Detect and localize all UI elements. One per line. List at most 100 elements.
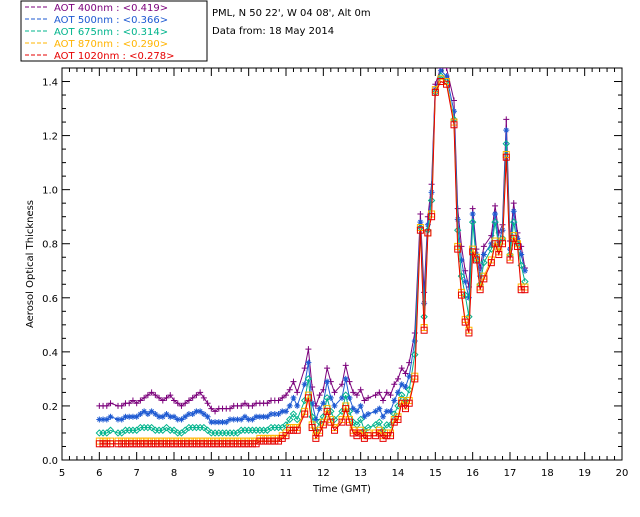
data-point [133,413,140,420]
data-point [126,413,133,420]
data-point [383,432,391,440]
data-point [200,423,208,432]
data-point [398,381,405,388]
data-point [279,408,286,415]
data-point [323,394,331,402]
data-point [424,221,431,228]
data-point [126,400,133,407]
data-point [339,381,345,388]
data-point [443,80,451,88]
data-point [364,423,372,432]
data-point [159,397,166,404]
x-tick-label: 14 [392,468,405,479]
data-point [133,440,141,448]
legend-label-1: AOT 500nm : <0.366> [54,15,168,26]
y-tick-label: 0.0 [42,456,58,467]
data-point [380,397,387,404]
y-tick-label: 0.8 [42,240,58,251]
data-point [282,432,290,440]
data-point [372,408,379,415]
axis-ticks: 5 6 7 8 9 10 11 12 13 14 15 16 17 18 19 20 0.0 0.2 0.4 0.6 0… [42,67,629,479]
data-point [122,413,129,420]
data-point [437,68,444,74]
data-point [379,426,387,434]
data-point [398,399,406,407]
data-point [350,389,357,396]
data-point [286,386,293,393]
data-point [361,397,368,404]
data-point [465,294,472,301]
x-tick-label: 18 [541,468,554,479]
data-point [353,408,360,415]
data-point [197,389,204,396]
x-tick-label: 20 [616,468,629,479]
data-point [197,408,204,415]
data-point [133,400,140,407]
data-point [316,405,323,412]
data-point [290,394,297,401]
data-point [282,421,290,429]
data-point [390,410,398,418]
data-point [387,408,394,415]
data-point [293,426,301,434]
data-point [304,375,313,383]
data-point [245,440,253,448]
data-point [256,413,263,420]
data-point [174,400,181,407]
y-tick-label: 1.2 [42,132,58,143]
data-point [319,421,327,429]
data-point [163,440,171,448]
data-point [227,416,233,423]
data-point [103,402,110,409]
data-point [115,416,121,423]
data-point [315,418,324,426]
data-point [472,256,480,264]
data-point [189,394,196,401]
data-point [491,218,499,226]
data-point [518,251,525,258]
data-point [454,245,462,253]
data-point [185,440,193,448]
data-point [309,400,316,407]
data-point [342,375,349,382]
data-point [502,153,510,161]
data-point [365,411,372,418]
data-point [144,411,151,418]
data-point [264,413,271,420]
data-point [241,440,249,448]
series-layer [95,68,529,448]
data-point [147,423,156,432]
data-point [107,440,115,448]
x-tick-label: 10 [242,468,255,479]
data-point [283,392,289,399]
data-point [342,362,349,369]
data-point [193,392,200,399]
data-point [137,411,144,418]
data-point [503,116,510,123]
data-point [283,408,289,415]
data-point [289,410,298,418]
data-point [327,394,334,401]
data-point [192,440,200,448]
series-4 [95,78,529,448]
data-point [189,440,197,448]
data-point [350,405,357,412]
data-point [450,121,458,129]
data-point [129,440,137,448]
data-point [118,440,126,448]
data-point [401,405,409,413]
data-point [136,440,144,448]
data-point [200,394,207,401]
data-point [286,415,294,424]
data-point [181,440,189,448]
data-point [320,400,327,407]
data-point [383,408,390,415]
data-point [477,273,484,280]
data-point [189,411,196,418]
data-point [159,413,166,420]
data-point [465,329,473,337]
data-point [95,440,103,448]
x-tick-label: 6 [96,468,102,479]
data-point [398,391,406,399]
